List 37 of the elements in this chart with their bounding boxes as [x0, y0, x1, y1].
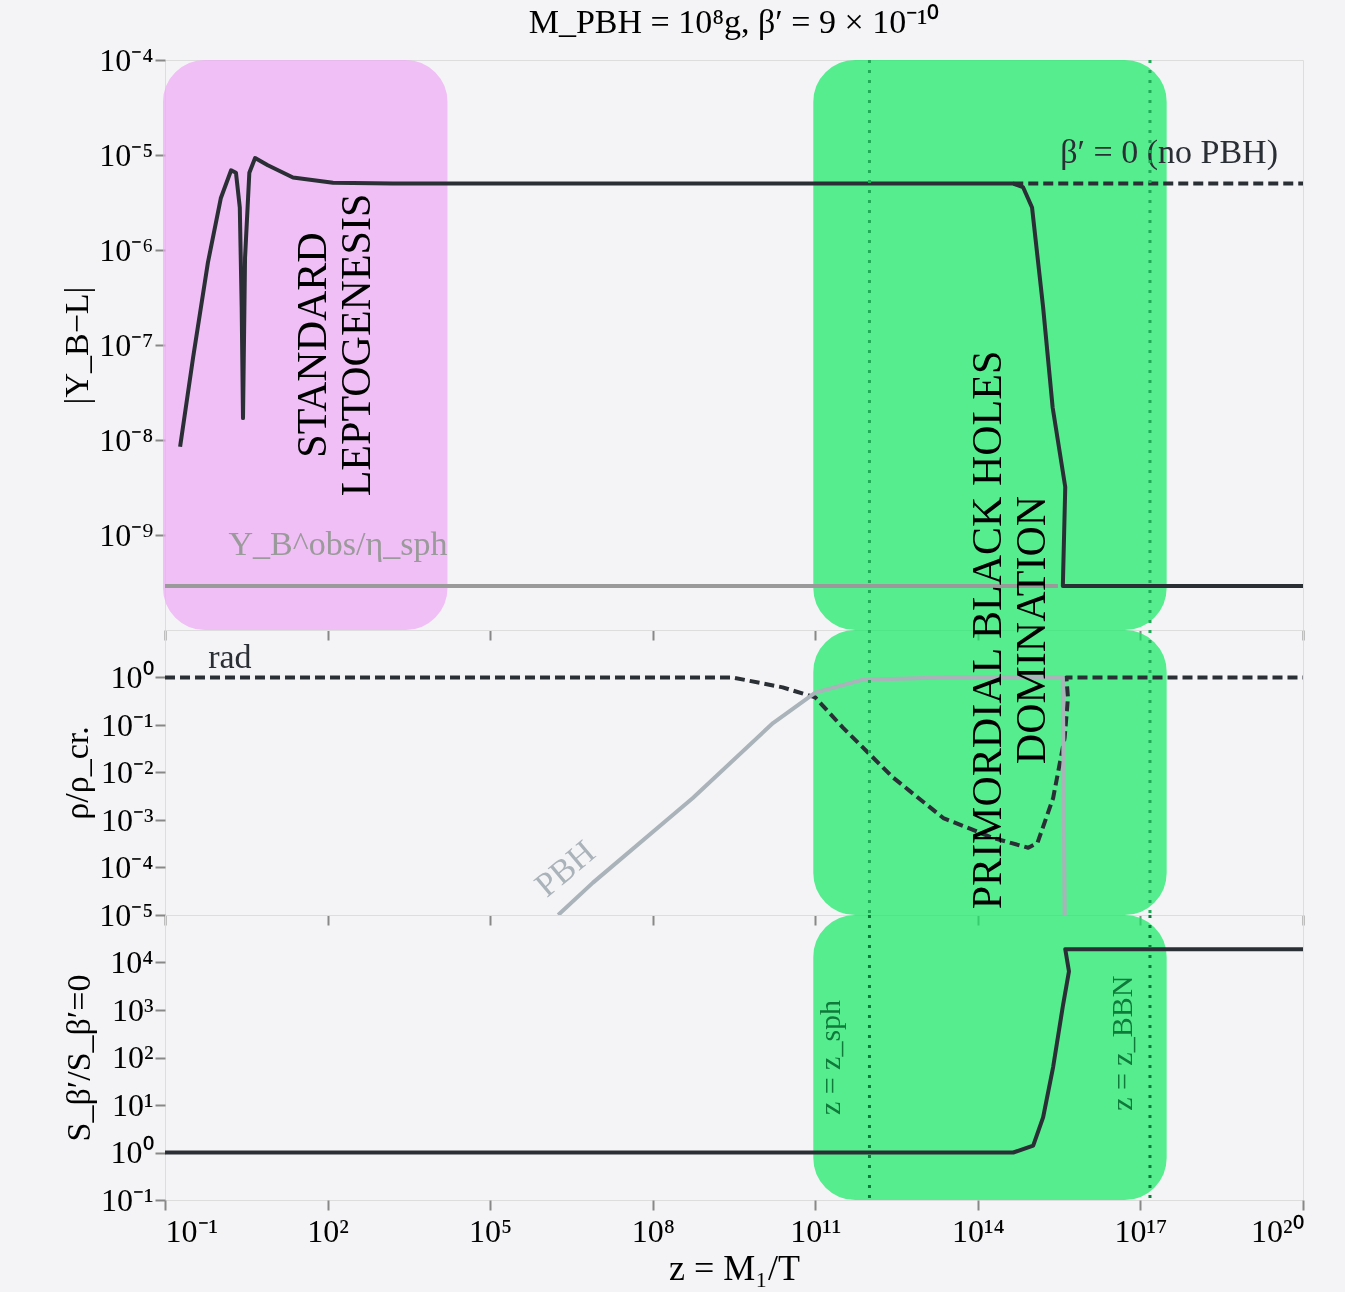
y-tick-label: 10⁻⁵: [99, 896, 154, 933]
x-tick-label: 10¹⁷: [1114, 1212, 1168, 1249]
series-label: Y_B^obs/η_sph: [228, 524, 448, 562]
x-tick-label: 10⁻¹: [165, 1212, 219, 1249]
y-tick-label: 10⁻⁸: [99, 421, 154, 458]
x-tick-label: 10¹⁴: [951, 1212, 1005, 1249]
x-axis-title: z = M₁/T: [669, 1247, 800, 1288]
x-tick-label: 10²⁰: [1250, 1212, 1304, 1249]
y-tick-label: 10¹: [111, 1086, 154, 1123]
y-tick-label: 10⁻⁶: [99, 231, 154, 268]
y-tick-label: 10⁻²: [100, 754, 154, 790]
y-axis-title: |Y_B−L|: [58, 286, 96, 405]
y-tick-label: 10⁴: [110, 944, 154, 980]
y-tick-label: 10³: [111, 991, 154, 1028]
y-tick-label: 10⁻⁴: [99, 41, 154, 78]
y-tick-label: 10⁻⁵: [99, 136, 154, 173]
x-tick-label: 10⁵: [469, 1212, 513, 1249]
x-tick-label: 10²: [307, 1212, 349, 1249]
y-tick-label: 10⁰: [110, 1134, 154, 1170]
ref-line-label: z = z_sph: [812, 999, 846, 1116]
y-tick-label: 10⁻⁴: [99, 849, 154, 885]
x-tick-label: 10¹¹: [790, 1212, 842, 1249]
y-tick-label: 10⁻³: [100, 801, 154, 838]
ref-line-label: z = z_BBN: [1105, 975, 1139, 1111]
y-axis-title: ρ/ρ_cr.: [58, 726, 96, 820]
series-label: rad: [208, 637, 252, 675]
chart-title: M_PBH = 10⁸g, β′ = 9 × 10⁻¹⁰: [528, 3, 940, 40]
x-tick-label: 10⁸: [631, 1212, 675, 1249]
band-label: PRIMORDIAL BLACK HOLES DOMINATION: [963, 350, 1054, 910]
y-tick-label: 10⁻⁹: [99, 516, 154, 553]
y-tick-label: 10⁻¹: [100, 1181, 154, 1218]
y-axis-title: S_β′/S_β′=0: [59, 974, 97, 1142]
y-tick-label: 10⁰: [110, 659, 154, 695]
band-label: STANDARD LEPTOGENESIS: [288, 193, 379, 497]
y-tick-label: 10⁻¹: [100, 706, 154, 743]
y-tick-label: 10⁻⁷: [99, 326, 154, 363]
y-tick-label: 10²: [111, 1039, 154, 1075]
